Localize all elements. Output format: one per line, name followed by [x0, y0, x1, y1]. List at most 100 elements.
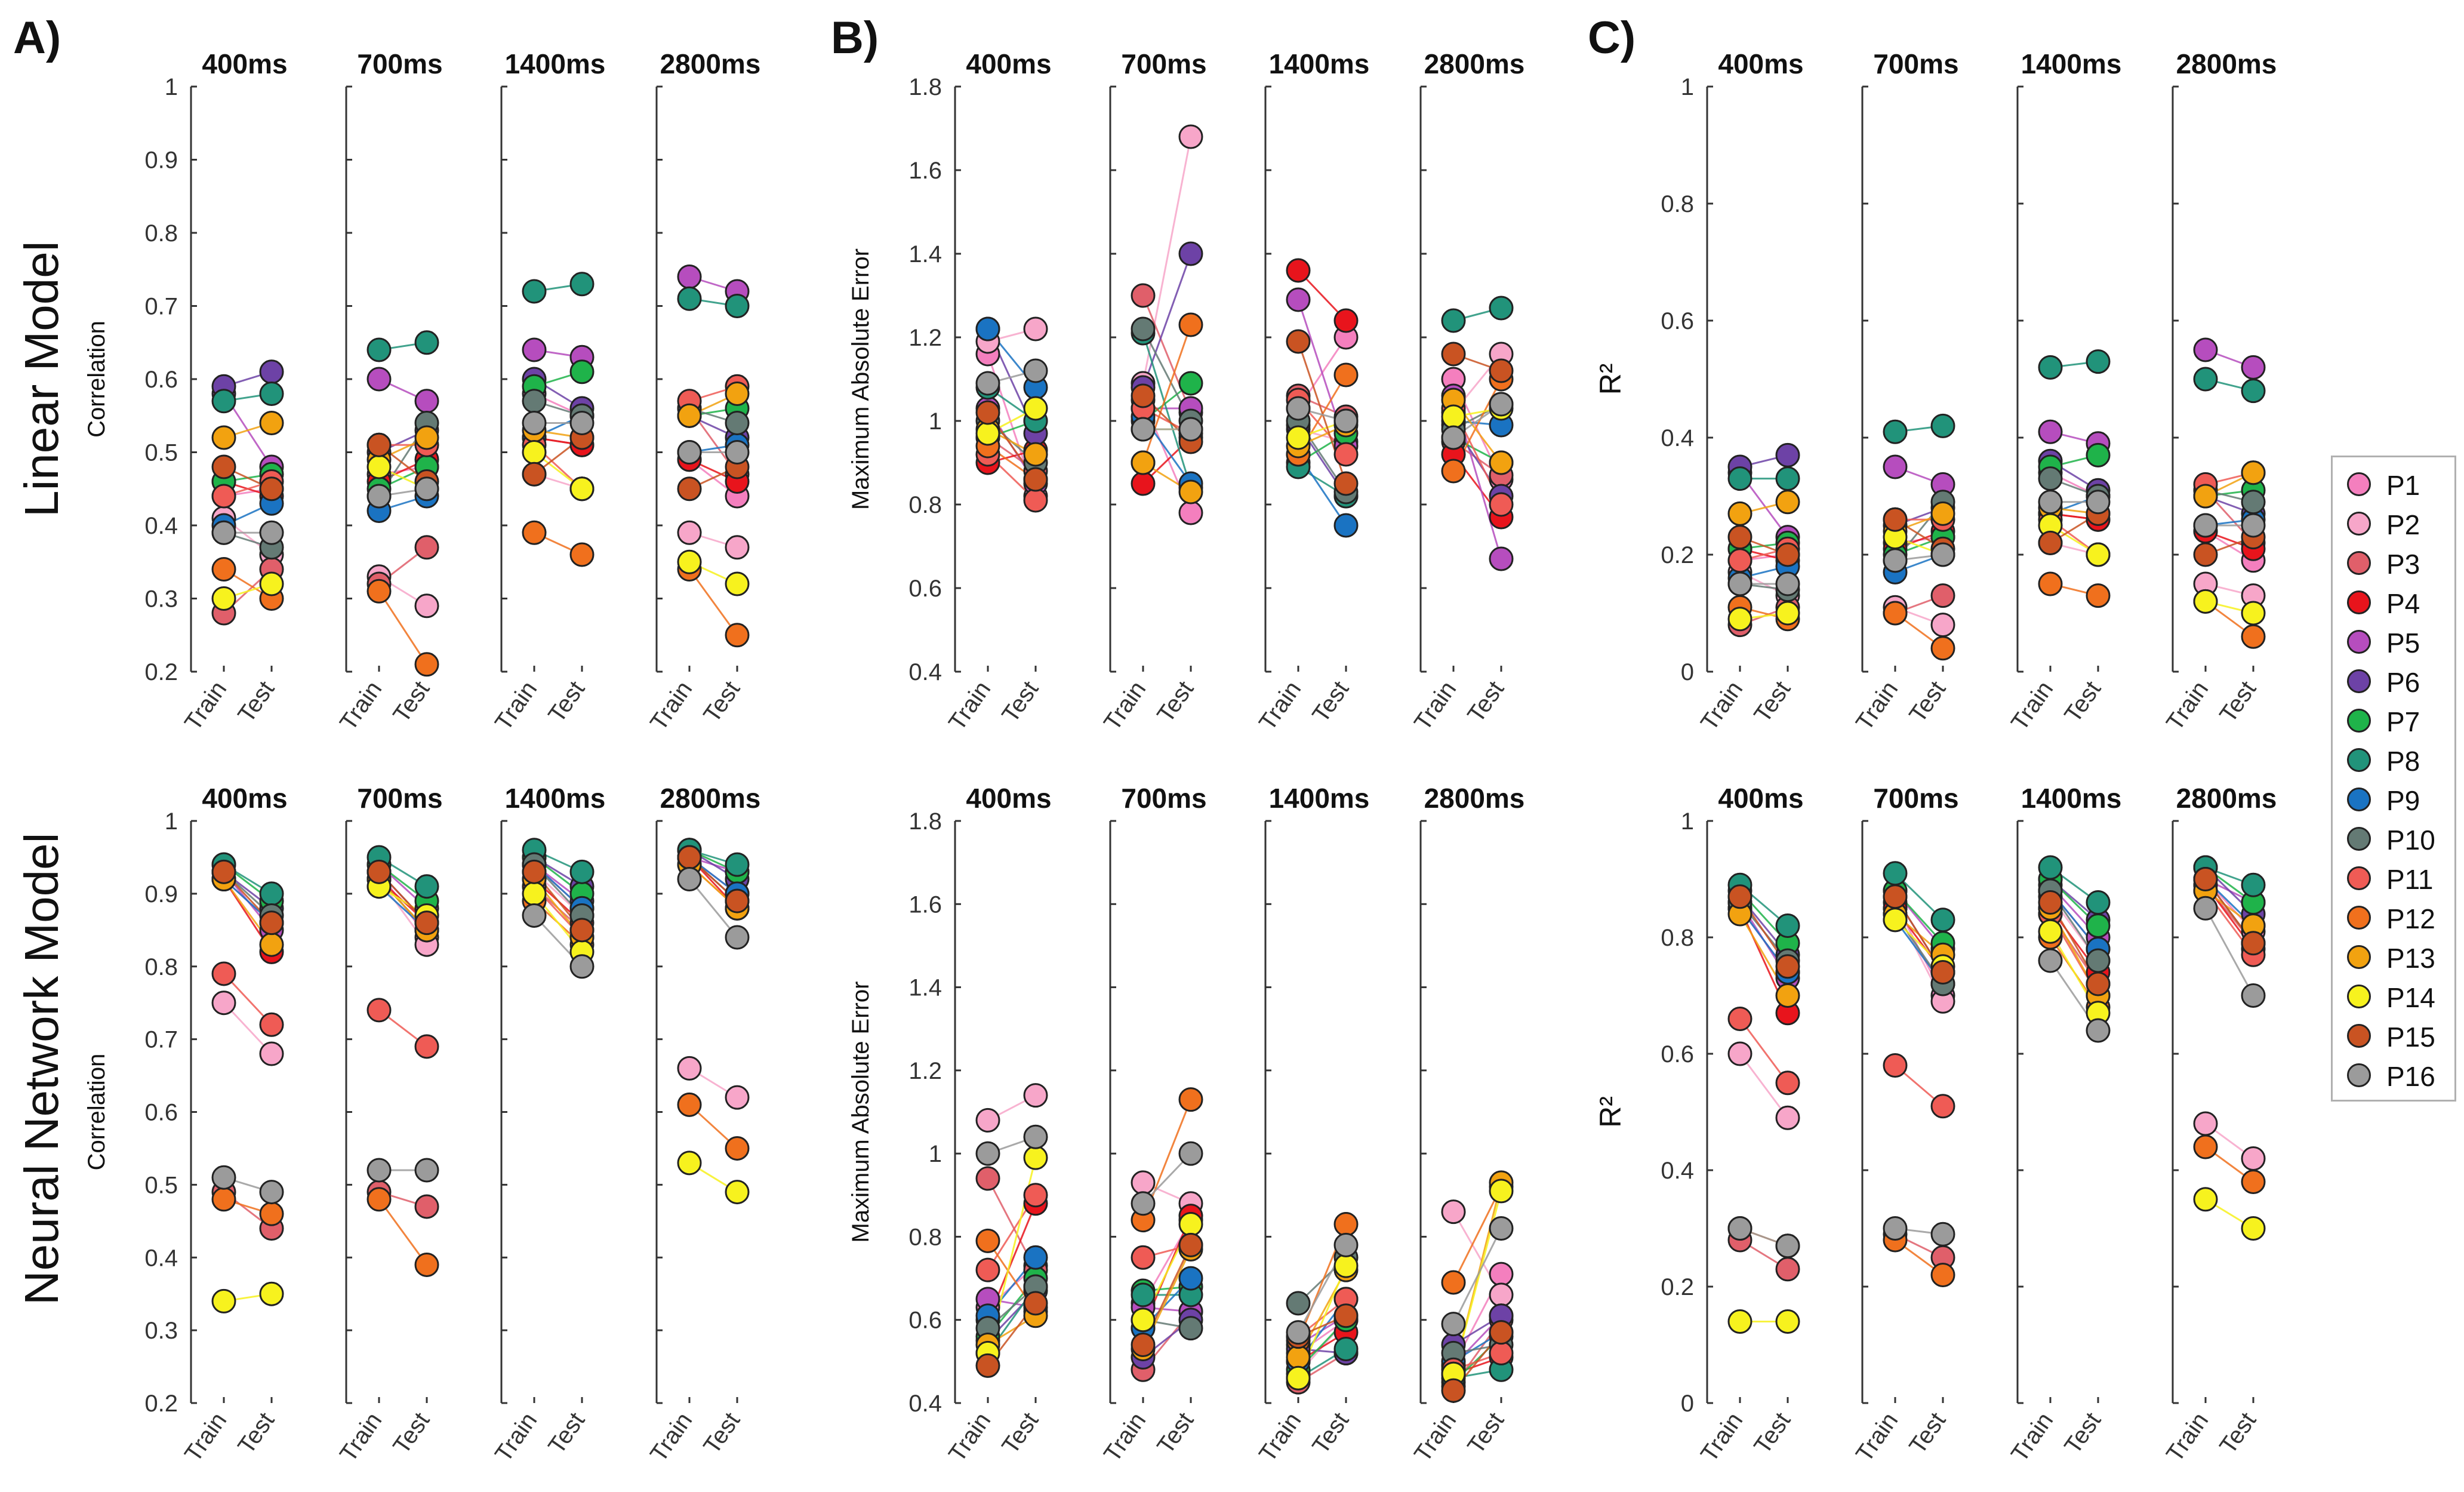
subplot-title: 2800ms: [660, 48, 761, 79]
y-tick-label: 0.6: [908, 1308, 942, 1334]
marker-P15: [1883, 884, 1908, 909]
y-axis-label: Maximum Absolute Error: [848, 248, 874, 510]
panel-label-b: B): [831, 13, 879, 63]
marker-P15: [1489, 358, 1514, 383]
y-tick-label: 0.2: [1661, 1274, 1694, 1300]
marker-P12: [414, 1252, 439, 1277]
marker-P12: [1333, 362, 1359, 387]
y-axis-label: R²: [1594, 364, 1627, 395]
legend-label: P8: [2386, 746, 2420, 777]
marker-P13: [2241, 460, 2266, 485]
series-line-P6: [1142, 253, 1192, 388]
marker-P16: [975, 1141, 1000, 1166]
y-tick-label: 0.4: [144, 513, 178, 539]
marker-P15: [2038, 530, 2063, 555]
x-tick-label: Test: [698, 676, 745, 727]
marker-P14: [211, 1288, 236, 1313]
marker-P2: [414, 593, 439, 619]
marker-P8: [677, 286, 702, 311]
marker-P14: [522, 881, 547, 906]
y-tick-label: 0.5: [144, 1172, 178, 1198]
marker-P8: [2241, 379, 2266, 404]
marker-P11: [1727, 1007, 1752, 1031]
marker-P8: [1489, 296, 1514, 321]
legend-swatch: [2347, 787, 2371, 811]
marker-P2: [1441, 1199, 1466, 1225]
x-tick-label: Test: [2059, 676, 2106, 727]
x-tick-label: Train: [1409, 1408, 1461, 1467]
marker-P2: [1775, 1105, 1800, 1130]
legend-item: P5: [2333, 622, 2454, 662]
marker-P16: [1489, 392, 1514, 417]
x-tick-label: Test: [997, 1408, 1043, 1459]
marker-P16: [1286, 396, 1311, 421]
marker-P15: [1131, 1333, 1156, 1357]
marker-P2: [677, 520, 702, 545]
marker-P2: [725, 1085, 750, 1110]
x-tick-label: Test: [1152, 676, 1199, 727]
marker-P8: [259, 382, 284, 406]
marker-P15: [2241, 931, 2266, 956]
marker-P16: [2193, 896, 2218, 921]
marker-P16: [2193, 513, 2218, 538]
legend-swatch: [2347, 551, 2371, 575]
marker-P12: [366, 1187, 392, 1212]
marker-P11: [1131, 1245, 1156, 1270]
legend-item: P8: [2333, 740, 2454, 780]
x-tick-label: Train: [1851, 676, 1903, 736]
subplot-title: 1400ms: [505, 783, 606, 814]
marker-P16: [1727, 1216, 1752, 1241]
marker-P16: [211, 1165, 236, 1190]
marker-P16: [1883, 548, 1908, 573]
marker-P15: [677, 845, 702, 870]
marker-P5: [677, 264, 702, 289]
x-tick-label: Test: [1462, 1408, 1509, 1459]
marker-P14: [259, 1281, 284, 1306]
y-axis-label: Maximum Absolute Error: [848, 982, 874, 1243]
y-tick-label: 0.4: [1661, 1158, 1694, 1184]
panel-label-c: C): [1588, 13, 1636, 63]
x-tick-label: Train: [645, 676, 697, 736]
marker-P13: [1286, 1345, 1311, 1370]
marker-P14: [1775, 1309, 1800, 1334]
marker-P12: [1333, 1212, 1359, 1237]
marker-P10: [2038, 466, 2063, 491]
marker-P11: [259, 1012, 284, 1037]
marker-P15: [975, 1353, 1000, 1378]
marker-P14: [677, 549, 702, 574]
marker-P13: [725, 382, 750, 406]
legend-label: P7: [2386, 706, 2420, 737]
marker-P16: [259, 1180, 284, 1205]
x-tick-label: Test: [543, 1408, 590, 1459]
series-line-P3: [1142, 295, 1192, 413]
x-tick-label: Train: [335, 676, 387, 736]
legend-item: P9: [2333, 780, 2454, 819]
marker-P12: [2086, 583, 2111, 608]
legend-item: P14: [2333, 977, 2454, 1016]
marker-P14: [725, 1180, 750, 1205]
marker-P16: [2038, 490, 2063, 515]
marker-P12: [1441, 459, 1466, 484]
y-tick-label: 0.6: [144, 367, 178, 393]
marker-P8: [569, 272, 595, 297]
subplot-title: 2800ms: [660, 783, 761, 814]
marker-P15: [1441, 342, 1466, 367]
marker-P14: [2086, 542, 2111, 567]
legend-swatch: [2347, 985, 2371, 1008]
marker-P15: [1775, 954, 1800, 979]
marker-P14: [2193, 1187, 2218, 1212]
legend-swatch: [2347, 472, 2371, 496]
x-tick-label: Train: [1696, 676, 1748, 736]
marker-P12: [725, 623, 750, 648]
marker-P14: [1727, 1309, 1752, 1334]
marker-P14: [1023, 396, 1048, 421]
x-tick-label: Test: [388, 1408, 435, 1459]
marker-P13: [1178, 479, 1203, 504]
marker-P8: [259, 881, 284, 906]
marker-P15: [522, 462, 547, 487]
marker-P12: [2038, 571, 2063, 596]
marker-P5: [2193, 337, 2218, 362]
marker-P13: [414, 425, 439, 450]
subplot-title: 400ms: [202, 48, 287, 79]
marker-P16: [1775, 571, 1800, 596]
